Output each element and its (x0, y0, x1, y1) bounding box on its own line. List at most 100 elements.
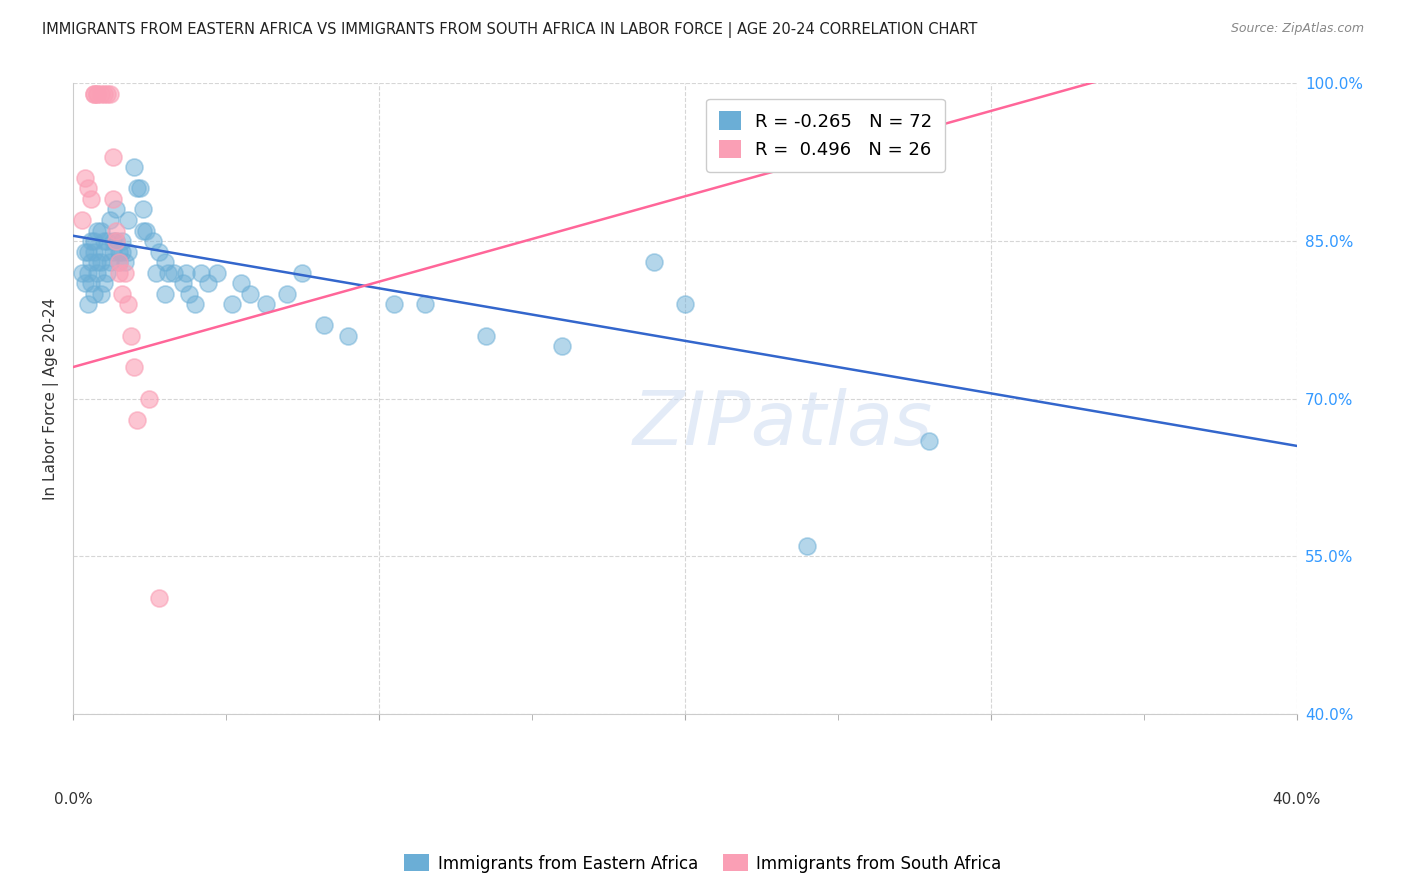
Point (86, 255, 108, 269)
Point (138, 392, 160, 406)
Point (75, 171, 97, 186)
Point (111, 244, 134, 259)
Point (179, 286, 201, 301)
Point (77, 244, 100, 259)
Point (153, 255, 176, 269)
Point (172, 276, 194, 290)
Point (117, 297, 139, 311)
Point (796, 539, 818, 553)
Point (96, 87, 118, 101)
Point (86, 87, 108, 101)
Point (337, 328, 360, 343)
Point (475, 328, 498, 343)
Point (114, 255, 136, 269)
Point (254, 297, 277, 311)
Point (132, 223, 155, 237)
Point (153, 286, 176, 301)
Point (101, 234, 124, 248)
Point (86, 87, 108, 101)
Point (83, 244, 105, 259)
Point (276, 286, 298, 301)
Point (93, 244, 115, 259)
Point (197, 276, 219, 290)
Point (114, 266, 136, 280)
Point (132, 202, 155, 217)
Point (111, 286, 134, 301)
Point (101, 192, 124, 206)
Point (551, 339, 574, 353)
Point (98, 213, 121, 227)
Point (117, 213, 139, 227)
Point (174, 266, 197, 280)
Point (90, 286, 112, 301)
Point (101, 150, 124, 164)
Text: 0.0%: 0.0% (53, 792, 93, 807)
Point (83, 286, 105, 301)
Point (184, 297, 207, 311)
Point (80, 276, 103, 290)
Text: ZIPatlas: ZIPatlas (633, 388, 932, 459)
Legend: R = -0.265   N = 72, R =  0.496   N = 26: R = -0.265 N = 72, R = 0.496 N = 26 (706, 99, 945, 172)
Legend: Immigrants from Eastern Africa, Immigrants from South Africa: Immigrants from Eastern Africa, Immigran… (398, 847, 1008, 880)
Point (83, 234, 105, 248)
Point (90, 255, 112, 269)
Point (93, 87, 115, 101)
Point (643, 255, 665, 269)
Point (122, 161, 145, 175)
Point (120, 328, 142, 343)
Point (129, 181, 152, 195)
Point (86, 266, 108, 280)
Point (108, 244, 131, 259)
Point (190, 266, 212, 280)
Point (104, 202, 127, 217)
Point (108, 255, 131, 269)
Point (221, 297, 243, 311)
Point (70, 266, 93, 280)
Point (96, 234, 118, 248)
Point (101, 244, 124, 259)
Point (96, 266, 118, 280)
Point (117, 244, 139, 259)
Point (77, 266, 100, 280)
Point (141, 234, 163, 248)
Point (83, 87, 105, 101)
Point (83, 87, 105, 101)
Point (104, 234, 127, 248)
Point (104, 234, 127, 248)
Text: IMMIGRANTS FROM EASTERN AFRICA VS IMMIGRANTS FROM SOUTH AFRICA IN LABOR FORCE | : IMMIGRANTS FROM EASTERN AFRICA VS IMMIGR… (42, 22, 977, 38)
Text: Source: ZipAtlas.com: Source: ZipAtlas.com (1230, 22, 1364, 36)
Point (148, 591, 170, 606)
Point (382, 297, 405, 311)
Point (918, 434, 941, 448)
Point (75, 244, 97, 259)
Point (98, 87, 121, 101)
Point (70, 213, 93, 227)
Point (122, 360, 145, 375)
Point (93, 276, 115, 290)
Point (135, 223, 157, 237)
Point (673, 297, 696, 311)
Point (312, 318, 335, 332)
Point (156, 266, 179, 280)
Point (413, 297, 436, 311)
Point (145, 266, 167, 280)
Point (291, 266, 314, 280)
Point (111, 234, 134, 248)
Point (127, 181, 149, 195)
Point (77, 297, 100, 311)
Point (80, 234, 103, 248)
Point (98, 255, 121, 269)
Y-axis label: In Labor Force | Age 20-24: In Labor Force | Age 20-24 (44, 297, 59, 500)
Point (108, 255, 131, 269)
Point (86, 223, 108, 237)
Point (127, 412, 149, 426)
Point (239, 286, 262, 301)
Point (90, 223, 112, 237)
Point (104, 223, 127, 237)
Point (231, 276, 253, 290)
Point (80, 192, 103, 206)
Point (163, 266, 186, 280)
Point (205, 266, 228, 280)
Point (80, 255, 103, 269)
Point (93, 234, 115, 248)
